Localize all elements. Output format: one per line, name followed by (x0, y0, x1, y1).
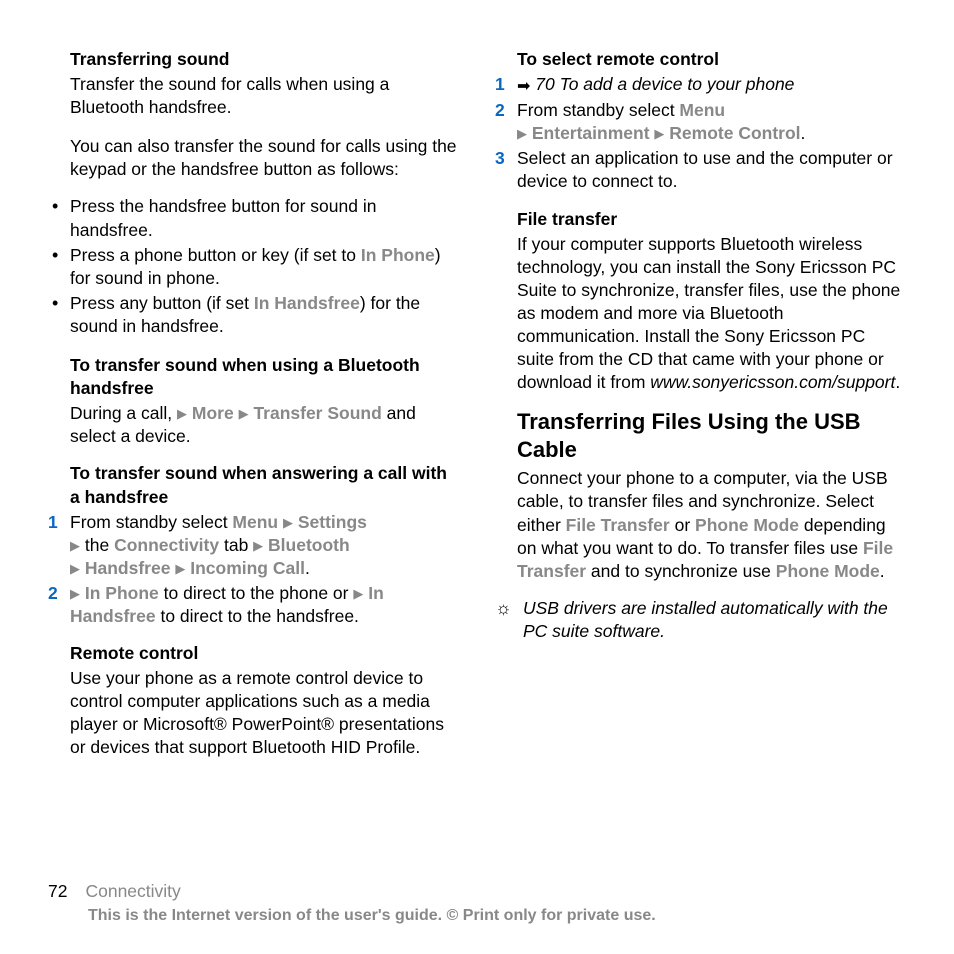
heading-select-remote-block: To select remote control (495, 48, 906, 71)
triangle-icon: ▶ (70, 586, 80, 601)
menu-transfer-sound: Transfer Sound (253, 403, 381, 423)
bullet-text: Press the handsfree button for sound in … (70, 196, 376, 239)
steps-select-remote: 1 ➡ 70 To add a device to your phone 2 F… (495, 73, 906, 193)
heading-file-transfer: File transfer (517, 208, 906, 231)
file-transfer-text: If your computer supports Bluetooth wire… (517, 234, 900, 393)
footer-notice: This is the Internet version of the user… (48, 905, 906, 926)
menu-connectivity: Connectivity (114, 535, 219, 555)
bullet-handsfree-button: Press the handsfree button for sound in … (48, 195, 459, 241)
step-number-1: 1 (495, 73, 505, 96)
heading-remote-control: Remote control (70, 642, 459, 665)
step1-text-c: tab (219, 535, 253, 555)
right-column: To select remote control 1 ➡ 70 To add a… (495, 48, 906, 760)
step3-text: Select an application to use and the com… (517, 148, 893, 191)
triangle-icon: ▶ (353, 586, 363, 601)
bullet-text-a: Press any button (if set (70, 293, 254, 313)
usb-block: Transferring Files Using the USB Cable C… (495, 408, 906, 582)
menu-phone-mode: Phone Mode (695, 515, 799, 535)
text-during-call: During a call, (70, 403, 177, 423)
heading-transferring-sound: Transferring sound (70, 48, 459, 71)
file-transfer-block: File transfer If your computer supports … (495, 208, 906, 395)
page-footer: 72 Connectivity This is the Internet vers… (48, 880, 906, 926)
step-number-1: 1 (48, 511, 58, 534)
menu-in-phone: In Phone (361, 245, 435, 265)
step-number-2: 2 (48, 582, 58, 605)
remote-control-block: Remote control Use your phone as a remot… (48, 642, 459, 759)
step1-text-b: the (85, 535, 114, 555)
heading-answering: To transfer sound when answering a call … (70, 462, 459, 508)
step1-text-a: From standby select (70, 512, 232, 532)
usb-text-b: or (670, 515, 695, 535)
step-1: 1 From standby select Menu ▶ Settings ▶ … (48, 511, 459, 580)
transfer-sound-bt-block: To transfer sound when using a Bluetooth… (48, 354, 459, 448)
bullet-text-a: Press a phone button or key (if set to (70, 245, 361, 265)
menu-menu-2: Menu (679, 100, 725, 120)
triangle-icon: ▶ (253, 538, 263, 553)
para-remote-control: Use your phone as a remote control devic… (70, 667, 459, 759)
menu-phone-mode-2: Phone Mode (776, 561, 880, 581)
step-number-2: 2 (495, 99, 505, 122)
url-text: www.sonyericsson.com/support (650, 372, 895, 392)
heading-select-remote: To select remote control (517, 48, 906, 71)
step-2: 2 ▶ In Phone to direct to the phone or ▶… (48, 582, 459, 628)
step2-text: From standby select (517, 100, 679, 120)
step-3-remote: 3 Select an application to use and the c… (495, 147, 906, 193)
left-column: Transferring sound Transfer the sound fo… (48, 48, 459, 760)
triangle-icon: ▶ (517, 126, 527, 141)
menu-incoming-call: Incoming Call (190, 558, 305, 578)
triangle-icon: ▶ (177, 406, 187, 421)
menu-menu: Menu (232, 512, 278, 532)
xref-arrow-icon: ➡ (517, 76, 530, 97)
triangle-icon: ▶ (175, 561, 185, 576)
para-during-call: During a call, ▶ More ▶ Transfer Sound a… (70, 402, 459, 448)
menu-handsfree: Handsfree (85, 558, 171, 578)
steps-answering: 1 From standby select Menu ▶ Settings ▶ … (48, 511, 459, 628)
step2-text-a: to direct to the phone or (159, 583, 354, 603)
menu-file-transfer: File Transfer (566, 515, 670, 535)
heading-transfer-bt: To transfer sound when using a Bluetooth… (70, 354, 459, 400)
heading-usb-cable: Transferring Files Using the USB Cable (517, 408, 906, 463)
bullet-phone-button: Press a phone button or key (if set to I… (48, 244, 459, 290)
para-file-transfer: If your computer supports Bluetooth wire… (517, 233, 906, 395)
triangle-icon: ▶ (70, 561, 80, 576)
tip-lightbulb-icon: ☼ (495, 597, 513, 643)
menu-remote-control: Remote Control (669, 123, 800, 143)
heading-answering-block: To transfer sound when answering a call … (48, 462, 459, 508)
tip-row: ☼ USB drivers are installed automaticall… (495, 597, 906, 643)
menu-settings: Settings (298, 512, 367, 532)
menu-bluetooth: Bluetooth (268, 535, 350, 555)
menu-in-phone-2: In Phone (85, 583, 159, 603)
para-usb: Connect your phone to a computer, via th… (517, 467, 906, 582)
triangle-icon: ▶ (283, 515, 293, 530)
step2-text-b: to direct to the handsfree. (156, 606, 359, 626)
triangle-icon: ▶ (70, 538, 80, 553)
step-number-3: 3 (495, 147, 505, 170)
footer-line-1: 72 Connectivity (48, 880, 906, 903)
menu-entertainment: Entertainment (532, 123, 650, 143)
para-also-transfer: You can also transfer the sound for call… (70, 135, 459, 181)
page-number: 72 (48, 881, 67, 901)
para-transfer-calls: Transfer the sound for calls when using … (70, 73, 459, 119)
transferring-sound-block: Transferring sound Transfer the sound fo… (48, 48, 459, 181)
bullet-list-sound-options: Press the handsfree button for sound in … (48, 195, 459, 338)
bullet-any-button: Press any button (if set In Handsfree) f… (48, 292, 459, 338)
step-2-remote: 2 From standby select Menu ▶ Entertainme… (495, 99, 906, 145)
menu-in-handsfree: In Handsfree (254, 293, 360, 313)
page-columns: Transferring sound Transfer the sound fo… (48, 48, 906, 760)
triangle-icon: ▶ (654, 126, 664, 141)
footer-section-name: Connectivity (85, 881, 180, 901)
usb-text-d: and to synchronize use (586, 561, 776, 581)
step-1-remote: 1 ➡ 70 To add a device to your phone (495, 73, 906, 97)
menu-more: More (192, 403, 234, 423)
tip-text: USB drivers are installed automatically … (523, 597, 906, 643)
xref-text: 70 To add a device to your phone (535, 74, 794, 94)
triangle-icon: ▶ (239, 406, 249, 421)
